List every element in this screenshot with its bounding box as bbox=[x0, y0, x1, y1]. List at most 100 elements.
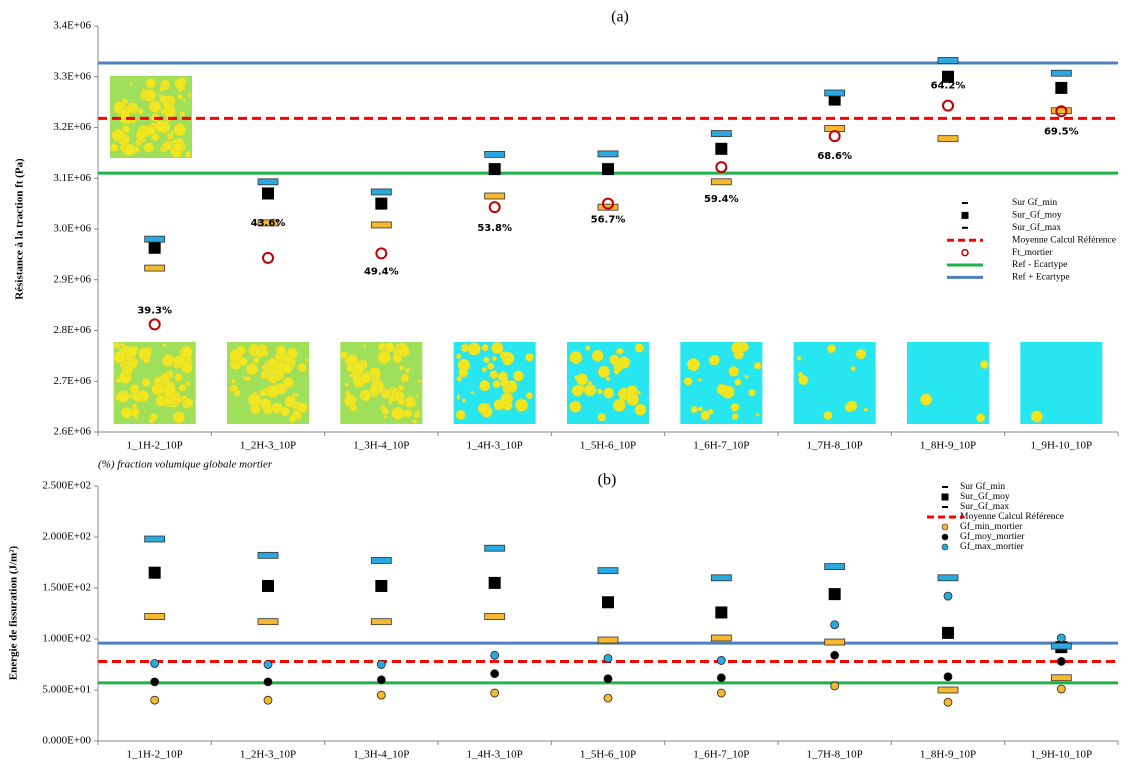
dash-marker bbox=[1050, 107, 1072, 115]
y-tick-label: 2.7E+06 bbox=[53, 375, 91, 387]
legend-item: Gf_max_mortier bbox=[941, 541, 1025, 552]
circle-marker bbox=[830, 681, 840, 691]
inclusion bbox=[166, 132, 174, 140]
dash-marker bbox=[824, 563, 846, 570]
image-background bbox=[907, 342, 989, 424]
inclusion bbox=[230, 384, 239, 392]
inclusion bbox=[491, 356, 498, 362]
circle-marker bbox=[488, 201, 501, 214]
inclusion bbox=[275, 345, 287, 356]
y-tick-label: 5.000E+01 bbox=[42, 684, 91, 696]
inclusion bbox=[143, 88, 157, 102]
square-marker bbox=[828, 93, 841, 106]
legend-label: Moyenne Calcul Référence bbox=[1012, 234, 1116, 245]
inclusion bbox=[178, 383, 187, 392]
inclusion bbox=[455, 409, 466, 420]
circle-marker bbox=[603, 653, 613, 663]
inclusion bbox=[151, 132, 160, 142]
data-annotation: 69.5% bbox=[1044, 126, 1079, 137]
square-marker bbox=[375, 579, 388, 592]
square-marker bbox=[262, 579, 274, 592]
inclusion bbox=[617, 347, 624, 355]
inclusion bbox=[248, 347, 256, 354]
y-tick-label: 2.9E+06 bbox=[53, 273, 91, 285]
inclusion bbox=[151, 382, 165, 396]
x-tick-label: 1_1H-2_10P bbox=[127, 440, 183, 452]
inclusion bbox=[111, 128, 125, 142]
dash-marker bbox=[370, 618, 392, 626]
legend-label: Gf_moy_mortier bbox=[960, 531, 1025, 542]
inclusion bbox=[404, 367, 411, 374]
dash-marker bbox=[257, 178, 279, 186]
square-marker bbox=[942, 626, 954, 639]
inclusion bbox=[384, 342, 395, 353]
y-tick-label: 3.2E+06 bbox=[53, 121, 91, 133]
inclusion bbox=[850, 366, 856, 372]
microstructure-image bbox=[227, 342, 309, 424]
inclusion bbox=[284, 395, 297, 408]
inclusion bbox=[352, 361, 365, 374]
inclusion bbox=[173, 123, 186, 136]
inclusion bbox=[371, 374, 376, 379]
inclusion bbox=[170, 130, 175, 135]
inclusion bbox=[753, 361, 762, 370]
inclusion bbox=[123, 365, 133, 375]
microstructure-image bbox=[793, 342, 876, 424]
dash-marker bbox=[597, 203, 619, 211]
inclusion bbox=[400, 373, 410, 383]
inclusion bbox=[135, 129, 147, 141]
inclusion bbox=[397, 384, 405, 391]
inclusion bbox=[266, 373, 276, 383]
circle-marker bbox=[150, 695, 160, 705]
circle-marker bbox=[1056, 657, 1066, 666]
circle-marker bbox=[263, 660, 273, 669]
dash-marker bbox=[370, 557, 392, 564]
legend-label: Moyenne Calcul Référence bbox=[960, 511, 1064, 522]
inclusion bbox=[159, 372, 171, 384]
inclusion bbox=[412, 419, 418, 425]
square-marker bbox=[375, 197, 388, 210]
x-tick-label: 1_3H-4_10P bbox=[353, 749, 409, 761]
dash-marker bbox=[597, 636, 619, 644]
dash-marker bbox=[597, 567, 619, 575]
square-marker bbox=[148, 241, 161, 254]
data-annotation: 68.6% bbox=[817, 151, 852, 162]
dash-marker bbox=[257, 551, 279, 559]
inclusion bbox=[261, 349, 269, 357]
circle-marker bbox=[603, 674, 613, 684]
legend-item: Sur Gf_min bbox=[942, 481, 1005, 492]
legend-swatch bbox=[962, 202, 968, 204]
image-background bbox=[1020, 342, 1103, 424]
inclusion bbox=[397, 397, 406, 406]
inclusion bbox=[744, 374, 749, 379]
inclusion bbox=[497, 341, 502, 346]
microstructure-image bbox=[453, 341, 536, 424]
inclusion bbox=[470, 390, 475, 395]
inclusion bbox=[162, 342, 167, 348]
inclusion bbox=[297, 363, 307, 373]
legend-label: Sur Gf_min bbox=[1012, 197, 1057, 208]
inclusion bbox=[117, 390, 130, 403]
legend-label: Ref - Ecartype bbox=[1012, 259, 1067, 270]
circle-marker bbox=[942, 99, 954, 112]
x-tick-label: 1_4H-3_10P bbox=[467, 749, 523, 761]
inclusion bbox=[634, 403, 647, 416]
inclusion bbox=[179, 345, 193, 359]
inclusion bbox=[481, 367, 487, 373]
inclusion bbox=[180, 361, 193, 374]
y-tick-label: 0.000E+00 bbox=[42, 735, 91, 747]
inclusion bbox=[160, 108, 167, 115]
dash-marker bbox=[144, 535, 166, 543]
inclusion bbox=[122, 125, 131, 134]
circle-marker bbox=[376, 675, 386, 685]
inclusion bbox=[173, 142, 183, 153]
dash-marker bbox=[1050, 674, 1072, 682]
inclusion bbox=[569, 351, 583, 365]
circle-marker bbox=[715, 161, 728, 174]
inclusion bbox=[605, 376, 611, 382]
legend-label: Sur_Gf_moy bbox=[1012, 210, 1062, 221]
inclusion bbox=[976, 413, 986, 423]
dash-marker bbox=[824, 89, 846, 97]
inclusion bbox=[399, 365, 404, 371]
dash-marker bbox=[937, 574, 959, 582]
